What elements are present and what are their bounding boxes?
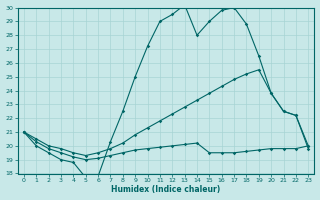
X-axis label: Humidex (Indice chaleur): Humidex (Indice chaleur) <box>111 185 221 194</box>
